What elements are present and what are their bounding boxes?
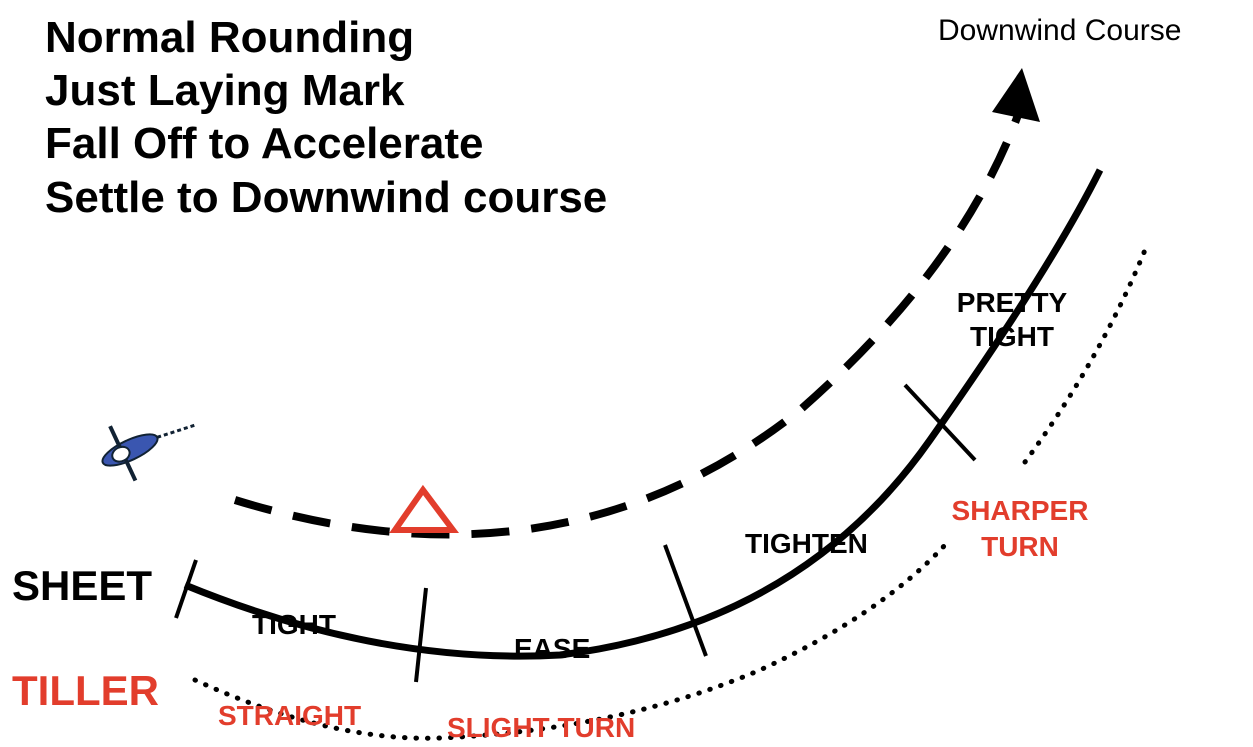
mark bbox=[395, 490, 453, 530]
title-line: Just Laying Mark bbox=[45, 66, 405, 115]
sheet-label: SHEET bbox=[12, 562, 152, 609]
sheet-phase: EASE bbox=[514, 633, 590, 664]
tiller-phase: SHARPER bbox=[952, 495, 1089, 526]
title: Normal Rounding Just Laying Mark Fall Of… bbox=[45, 13, 607, 222]
sheet-phase: TIGHT bbox=[970, 321, 1054, 352]
diagram: Normal Rounding Just Laying Mark Fall Of… bbox=[0, 0, 1253, 747]
tiller-line bbox=[1025, 250, 1145, 462]
title-line: Fall Off to Accelerate bbox=[45, 119, 484, 168]
sheet-phase: TIGHT bbox=[252, 609, 336, 640]
sheet-phase: TIGHTEN bbox=[745, 528, 868, 559]
boat bbox=[90, 393, 206, 490]
sheet-line bbox=[185, 170, 1100, 656]
course-label: Downwind Course bbox=[938, 14, 1181, 47]
tiller-phase: TURN bbox=[981, 531, 1059, 562]
sheet-phase: PRETTY bbox=[957, 287, 1068, 318]
tiller-label: TILLER bbox=[12, 667, 159, 714]
course-arrowhead bbox=[992, 68, 1040, 122]
title-line: Settle to Downwind course bbox=[45, 173, 607, 222]
tiller-phase: SLIGHT TURN bbox=[447, 712, 635, 743]
tiller-phase: STRAIGHT bbox=[218, 700, 361, 731]
title-line: Normal Rounding bbox=[45, 13, 414, 62]
